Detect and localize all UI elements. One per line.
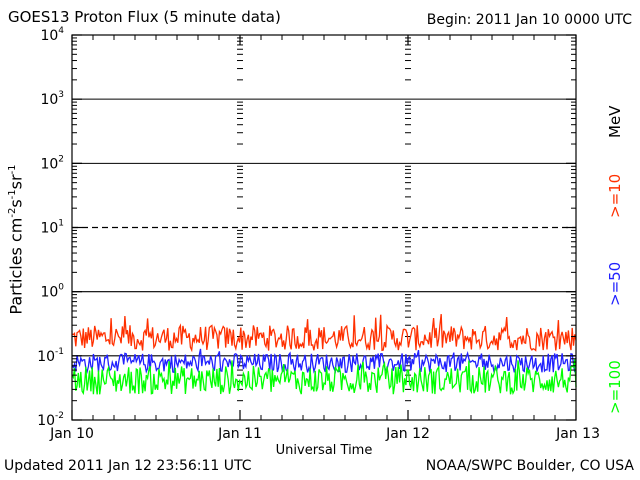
legend-series-50mev: >=50 bbox=[606, 261, 624, 306]
x-tick-label: Jan 12 bbox=[385, 426, 430, 442]
x-tick-label: Jan 10 bbox=[49, 426, 94, 442]
legend-units: MeV bbox=[606, 105, 624, 138]
data-credit: NOAA/SWPC Boulder, CO USA bbox=[425, 458, 634, 474]
updated-timestamp: Updated 2011 Jan 12 23:56:11 UTC bbox=[4, 458, 252, 474]
y-tick-label: 103 bbox=[40, 90, 64, 108]
series-line-1 bbox=[71, 348, 577, 375]
legend-series-100mev: >=100 bbox=[606, 360, 624, 414]
y-tick-label: 104 bbox=[40, 26, 64, 44]
y-tick-label: 10-1 bbox=[37, 347, 64, 365]
y-tick-label: 102 bbox=[40, 154, 64, 172]
grid-layer bbox=[72, 37, 576, 402]
series-line-2 bbox=[71, 359, 577, 396]
begin-time: Begin: 2011 Jan 10 0000 UTC bbox=[426, 12, 632, 28]
y-tick-label: 10-2 bbox=[37, 411, 64, 429]
x-tick-label: Jan 11 bbox=[217, 426, 262, 442]
series-layer bbox=[71, 314, 577, 396]
series-line-0 bbox=[71, 314, 577, 353]
y-tick-label: 101 bbox=[40, 219, 64, 237]
x-tick-label: Jan 13 bbox=[555, 426, 600, 442]
chart-title: GOES13 Proton Flux (5 minute data) bbox=[8, 8, 281, 26]
axis-layer: 10-2 10-1 100 101 102 103 104 Jan 10 Jan 11 Jan 1… bbox=[37, 26, 600, 458]
y-tick-label: 100 bbox=[40, 283, 64, 301]
x-axis-label: Universal Time bbox=[276, 443, 373, 458]
legend-series-10mev: >=10 bbox=[606, 173, 624, 218]
